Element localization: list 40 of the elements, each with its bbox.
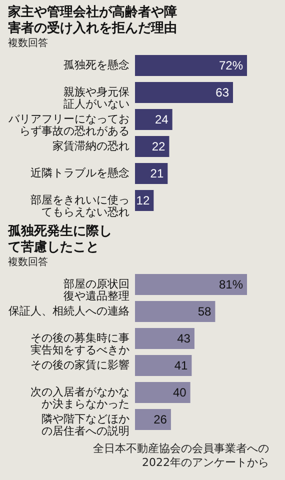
data-label: 21 <box>150 166 164 180</box>
bar <box>135 54 247 76</box>
y-tick-label: 部屋をきれいに使ってもらえない恐れ <box>30 194 130 218</box>
data-label: 24 <box>154 112 169 126</box>
bar <box>135 408 171 430</box>
data-label: 40 <box>172 386 187 400</box>
data-label: 58 <box>198 304 212 318</box>
y-tick-label: 隣や階下などほかの居住者への説明 <box>42 412 130 438</box>
y-tick-label: 近隣トラブルを懸念 <box>30 166 130 180</box>
text: 全日本不動産協会の会員事業者への 2022年のアンケートから <box>92 441 270 470</box>
y-tick-label: 部屋の原状回復や遺品整理 <box>64 278 130 302</box>
data-label: 43 <box>177 332 191 346</box>
text: 複数回答 <box>8 37 48 49</box>
bar <box>135 82 233 104</box>
data-label: 12 <box>136 194 150 208</box>
y-tick-label: バリアフリーになっておらず事故の恐れがある <box>8 112 130 138</box>
bar <box>135 274 247 296</box>
bar <box>135 136 170 158</box>
bar <box>135 382 190 404</box>
bar <box>135 162 168 184</box>
y-tick-label: 家賃滞納の恐れ <box>52 140 130 152</box>
chart-title: 孤独死発生に際して苦慮したこと <box>7 224 112 255</box>
y-tick-label: 親族や身元保証人がいない <box>64 86 130 110</box>
data-label: 63 <box>216 86 230 100</box>
y-tick-label: その後の募集時に事実告知をするべきか <box>30 332 130 356</box>
text: 複数回答 <box>8 256 48 268</box>
data-label: 22 <box>152 140 166 154</box>
y-tick-label: 次の入居者がなかなか決まらなかった <box>30 386 130 410</box>
bar <box>135 328 194 350</box>
data-label: 26 <box>154 412 168 426</box>
data-label: 81% <box>218 278 244 292</box>
bar <box>135 300 216 322</box>
bar <box>135 108 172 130</box>
y-tick-label: 保証人、相続人への連絡 <box>8 304 130 318</box>
y-tick-label: その後の家賃に影響 <box>30 358 130 372</box>
chart-title: 家主や管理会社が高齢者や障害者の受け入れを拒んだ理由 <box>7 4 177 36</box>
data-label: 72% <box>218 58 244 72</box>
bar <box>135 354 192 376</box>
y-tick-label: 孤独死を懸念 <box>64 58 130 72</box>
data-label: 41 <box>174 358 188 372</box>
